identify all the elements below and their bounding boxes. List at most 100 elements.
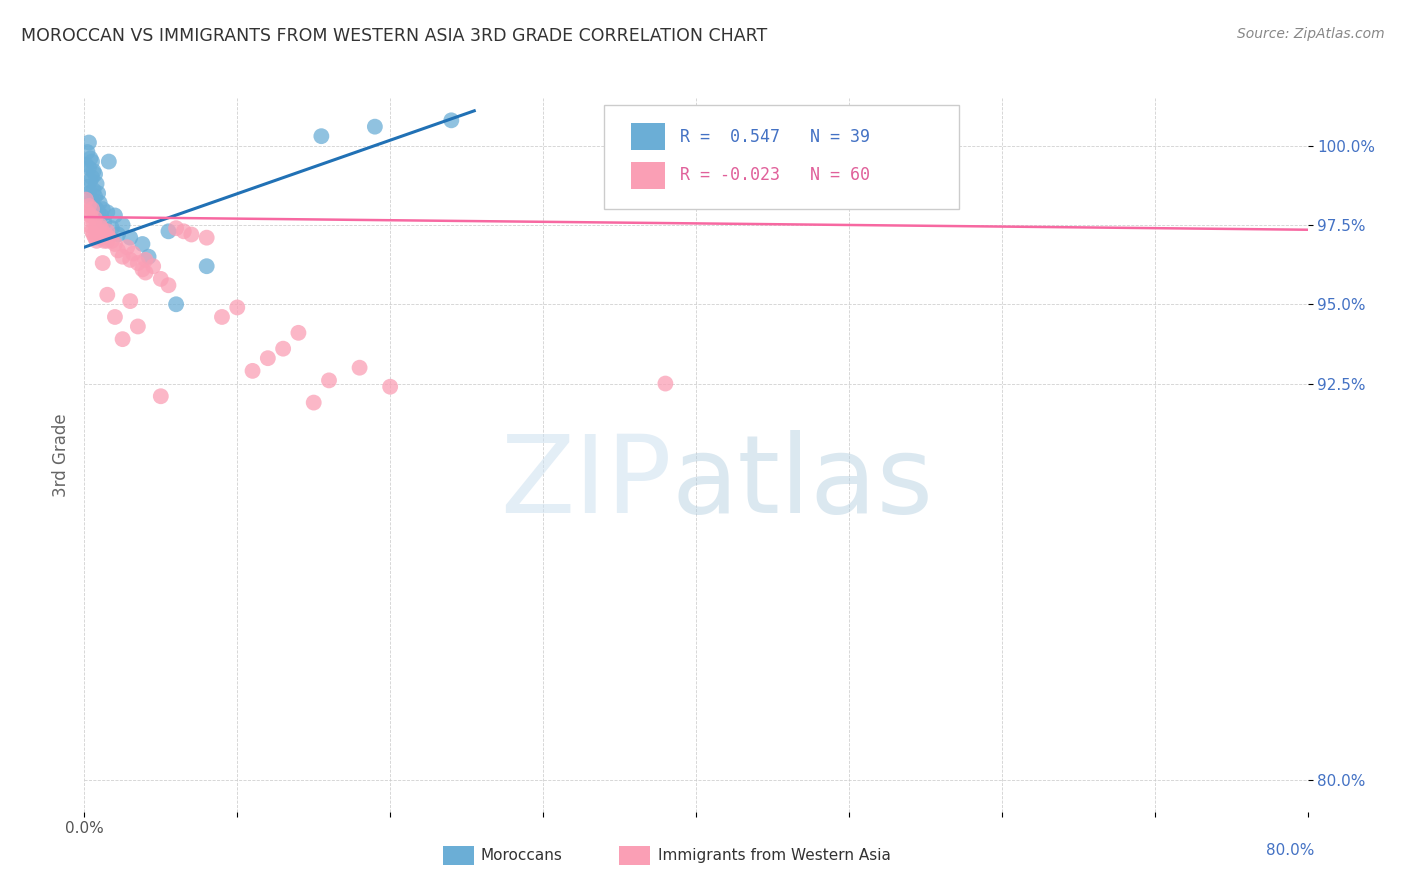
Text: R =  0.547   N = 39: R = 0.547 N = 39 (681, 128, 870, 145)
Point (84, 189, 107, 203)
Point (80, 193, 103, 207)
Point (104, 237, 127, 252)
Point (91, 230, 114, 244)
Point (83, 164, 105, 178)
Point (77, 186, 100, 201)
Point (77, 218, 100, 232)
Point (440, 113, 463, 128)
Point (104, 310, 127, 324)
Point (135, 252, 157, 267)
Point (149, 389, 172, 403)
Point (165, 221, 187, 235)
Point (77, 136, 100, 150)
Point (96, 205, 118, 219)
Point (107, 227, 129, 242)
Point (79, 173, 101, 187)
Point (83, 183, 105, 197)
Point (165, 297, 187, 311)
Point (75, 193, 97, 207)
Point (195, 230, 218, 244)
Point (380, 380, 402, 394)
Point (654, 376, 676, 391)
Y-axis label: 3rd Grade: 3rd Grade (52, 413, 70, 497)
Bar (631, 161, 665, 189)
Point (94, 227, 117, 242)
Point (96, 234, 118, 248)
Point (83, 199, 105, 213)
Point (87, 186, 110, 201)
Point (84, 230, 107, 244)
Point (86, 234, 108, 248)
Point (97, 154, 120, 169)
Point (91, 256, 114, 270)
Point (211, 310, 233, 324)
Point (86, 202, 108, 216)
Point (93, 215, 115, 229)
Text: MOROCCAN VS IMMIGRANTS FROM WESTERN ASIA 3RD GRADE CORRELATION CHART: MOROCCAN VS IMMIGRANTS FROM WESTERN ASIA… (21, 27, 768, 45)
Point (242, 364, 264, 378)
Text: ZIP: ZIP (501, 431, 672, 536)
Point (131, 237, 153, 252)
Point (76, 205, 98, 219)
Point (135, 266, 157, 280)
Point (318, 373, 340, 387)
Point (127, 256, 149, 270)
Point (157, 278, 180, 293)
Point (80, 170, 103, 185)
Point (131, 262, 153, 277)
Point (127, 319, 149, 334)
Point (77, 199, 100, 213)
Point (84, 167, 107, 181)
Point (838, 123, 860, 137)
Point (115, 240, 138, 254)
Point (97, 230, 120, 244)
Point (142, 259, 165, 273)
Point (180, 227, 202, 242)
Point (311, 129, 333, 144)
Point (79, 152, 101, 166)
Point (84, 211, 107, 226)
Point (120, 252, 142, 267)
Point (80, 154, 103, 169)
Point (80, 202, 103, 216)
Point (107, 244, 129, 258)
Point (96, 287, 118, 301)
Point (90, 221, 112, 235)
Point (93, 234, 115, 248)
Text: 80.0%: 80.0% (1267, 843, 1315, 858)
Point (111, 250, 134, 264)
Text: atlas: atlas (672, 431, 934, 536)
Point (271, 342, 294, 356)
Text: Moroccans: Moroccans (481, 848, 562, 863)
Point (122, 246, 145, 260)
Point (83, 227, 105, 242)
Text: Immigrants from Western Asia: Immigrants from Western Asia (658, 848, 891, 863)
Point (364, 120, 387, 134)
Point (349, 360, 371, 375)
Point (91, 202, 114, 216)
Point (76, 180, 98, 194)
Point (89, 227, 111, 242)
Point (89, 195, 111, 210)
Point (101, 221, 124, 235)
Point (111, 218, 134, 232)
Point (226, 301, 249, 315)
Point (76, 145, 98, 159)
Point (96, 224, 118, 238)
Point (87, 224, 110, 238)
Point (87, 205, 110, 219)
Point (257, 351, 280, 366)
Point (287, 326, 309, 340)
Point (195, 259, 218, 273)
Point (157, 224, 180, 238)
Point (86, 177, 108, 191)
Point (138, 250, 160, 264)
FancyBboxPatch shape (605, 105, 959, 209)
Point (173, 224, 195, 238)
Point (75, 158, 97, 172)
Point (80, 224, 103, 238)
Point (86, 221, 108, 235)
Point (104, 209, 127, 223)
Point (302, 395, 325, 409)
Text: Source: ZipAtlas.com: Source: ZipAtlas.com (1237, 27, 1385, 41)
